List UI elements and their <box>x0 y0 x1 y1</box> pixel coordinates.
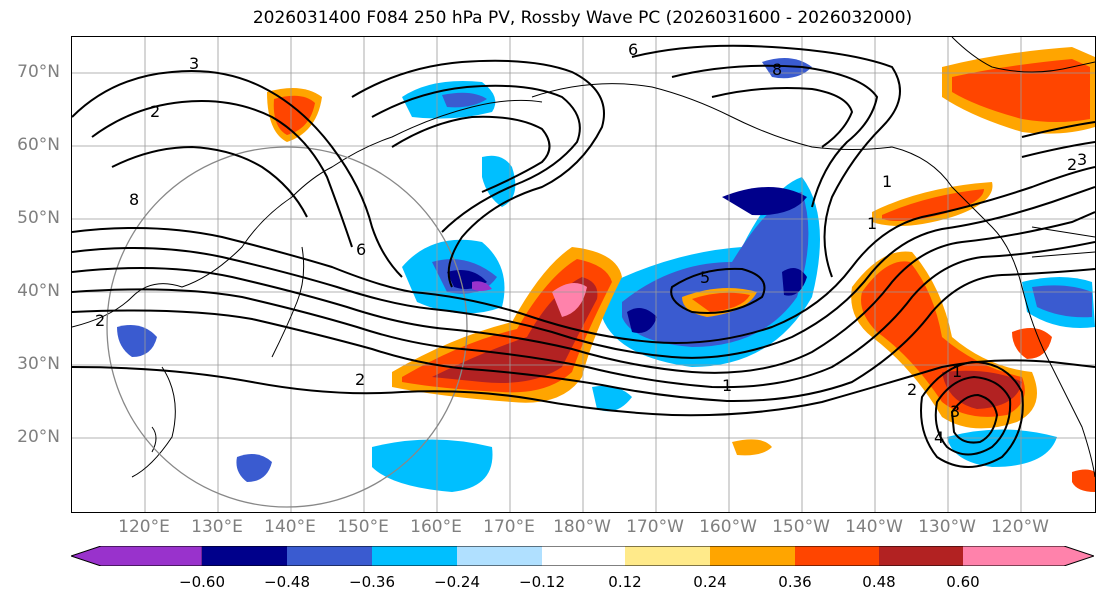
contour-label: 6 <box>356 240 366 259</box>
pv-contours <box>72 44 1095 468</box>
colorbar-tick: −0.60 <box>179 573 225 591</box>
colorbar-segment <box>287 546 372 566</box>
lat-label: 30°N <box>17 354 60 374</box>
contour-labels: 3 2 6 8 2 1 5 2 1 1 1 2 3 4 6 8 2 3 <box>95 40 1087 447</box>
anomaly-blob-neg <box>117 324 157 357</box>
anomaly-blob-neg <box>482 155 516 207</box>
colorbar <box>71 546 1094 566</box>
lon-label: 120°W <box>991 517 1049 537</box>
colorbar-segment <box>542 546 625 566</box>
colorbar-segment <box>625 546 710 566</box>
anomaly-blob-neg <box>722 187 807 216</box>
contour-label: 8 <box>772 60 782 79</box>
contour-label: 4 <box>934 428 944 447</box>
anomaly-blob-pos <box>552 283 587 317</box>
anomaly-blob-neg <box>627 308 657 333</box>
reference-circle <box>106 146 468 508</box>
colorbar-segment <box>202 546 287 566</box>
lon-label: 150°E <box>337 517 389 537</box>
anomaly-blob-neg <box>782 268 807 296</box>
anomaly-blob-pos <box>432 277 598 383</box>
lon-label: 120°E <box>118 517 170 537</box>
lat-label: 60°N <box>17 135 60 155</box>
lon-label: 180°W <box>553 517 611 537</box>
lon-label: 130°W <box>918 517 976 537</box>
gridlines <box>72 37 1095 512</box>
lon-label: 170°W <box>626 517 684 537</box>
coastlines <box>72 37 1095 478</box>
anomaly-blob-neg <box>1032 285 1092 318</box>
lat-label: 40°N <box>17 281 60 301</box>
contour-label: 2 <box>95 311 105 330</box>
anomaly-blob-pos <box>1072 469 1095 492</box>
contour-label: 2 <box>150 102 160 121</box>
anomaly-blob-neg <box>472 281 492 291</box>
contour-label: 6 <box>628 40 638 59</box>
colorbar-segment <box>710 546 795 566</box>
map-title: 2026031400 F084 250 hPa PV, Rossby Wave … <box>252 8 913 28</box>
colorbar-tick: −0.48 <box>264 573 310 591</box>
anomaly-blob-neg <box>592 385 632 412</box>
contour-label: 2 <box>907 380 917 399</box>
positive-anomalies <box>267 47 1095 492</box>
colorbar-segment <box>457 546 542 566</box>
lon-label: 140°E <box>264 517 316 537</box>
contour-label: 3 <box>950 402 960 421</box>
contour-label: 3 <box>189 54 199 73</box>
anomaly-blob-neg <box>947 429 1057 467</box>
colorbar-segment <box>963 546 1094 566</box>
contour-label: 1 <box>722 376 732 395</box>
contour-label: 8 <box>129 190 139 209</box>
contour-label: 1 <box>952 362 962 381</box>
colorbar-tick: −0.36 <box>349 573 395 591</box>
lon-label: 170°E <box>483 517 535 537</box>
lon-label: 130°E <box>191 517 243 537</box>
colorbar-segment <box>879 546 963 566</box>
contour-label: 5 <box>700 268 710 287</box>
contour-label: 2 <box>355 370 365 389</box>
lon-label: 140°W <box>845 517 903 537</box>
pv-map: 3 2 6 8 2 1 5 2 1 1 1 2 3 4 6 8 2 3 <box>72 37 1095 512</box>
anomaly-blob-pos <box>882 189 984 221</box>
map-plot-area: 3 2 6 8 2 1 5 2 1 1 1 2 3 4 6 8 2 3 <box>71 36 1096 513</box>
anomaly-blob-neg <box>442 92 487 108</box>
anomaly-blob-neg <box>236 453 272 482</box>
lat-label: 20°N <box>17 427 60 447</box>
lon-label: 160°W <box>699 517 757 537</box>
anomaly-blob-neg <box>372 439 493 492</box>
colorbar-tick: 0.60 <box>946 573 980 591</box>
lon-label: 160°E <box>410 517 462 537</box>
contour-label: 2 <box>1067 155 1077 174</box>
lat-label: 70°N <box>17 62 60 82</box>
anomaly-blob-pos <box>1012 328 1052 359</box>
anomaly-blob-pos <box>732 439 772 456</box>
colorbar-segment <box>372 546 457 566</box>
colorbar-tick: 0.12 <box>608 573 642 591</box>
colorbar-segment <box>795 546 879 566</box>
colorbar-tick: 0.48 <box>862 573 896 591</box>
colorbar-tick: −0.12 <box>519 573 565 591</box>
lon-label: 150°W <box>772 517 830 537</box>
anomaly-blob-pos <box>692 292 750 312</box>
colorbar-tick: −0.24 <box>434 573 480 591</box>
lat-label: 50°N <box>17 208 60 228</box>
contour-label: 3 <box>1077 150 1087 169</box>
colorbar-tick: 0.24 <box>693 573 727 591</box>
contour-label: 1 <box>882 172 892 191</box>
colorbar-tick: 0.36 <box>778 573 812 591</box>
contour-label: 1 <box>867 214 877 233</box>
